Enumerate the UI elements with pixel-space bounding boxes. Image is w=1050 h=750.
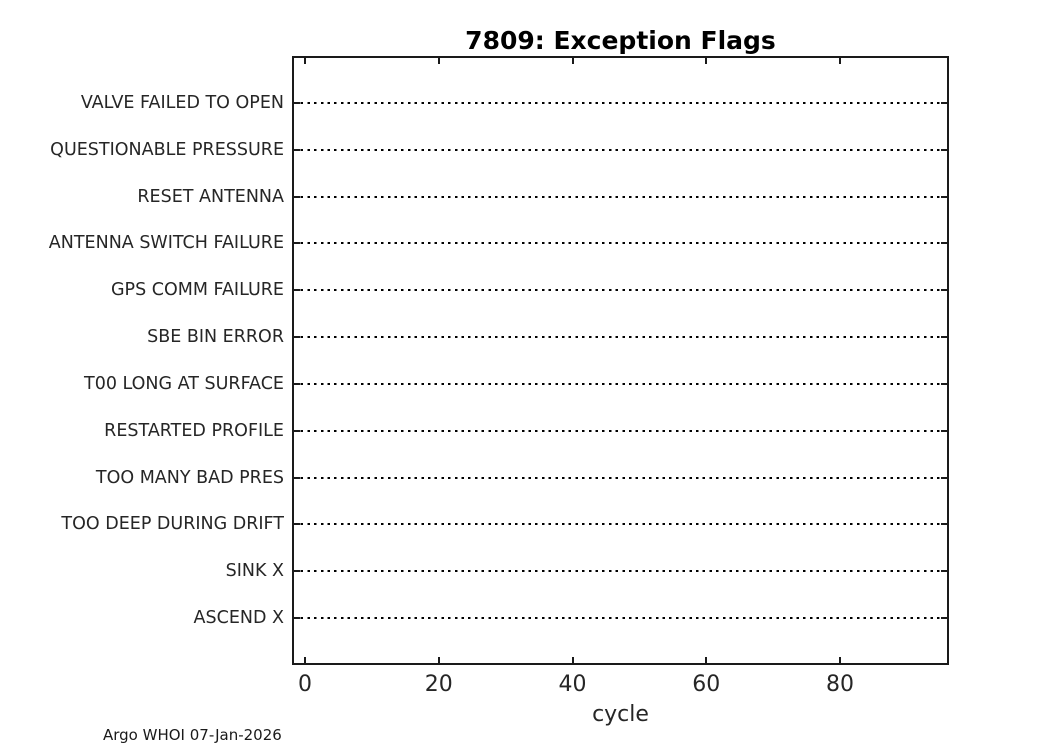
- y-tick-mark-left: [294, 101, 300, 104]
- y-tick-label: TOO MANY BAD PRES: [95, 467, 284, 488]
- y-tick-mark-right: [941, 617, 947, 620]
- x-tick-label: 20: [424, 672, 453, 697]
- y-tick-label: VALVE FAILED TO OPEN: [80, 92, 284, 113]
- y-tick-mark-right: [941, 429, 947, 432]
- x-tick-mark-bottom: [304, 657, 306, 663]
- y-tick-mark-right: [941, 382, 947, 385]
- dotted-gridline: [294, 570, 947, 573]
- y-tick-label: QUESTIONABLE PRESSURE: [50, 139, 284, 160]
- y-tick-label: ANTENNA SWITCH FAILURE: [48, 233, 284, 254]
- y-tick-mark-left: [294, 195, 300, 198]
- dotted-gridline: [294, 523, 947, 526]
- dotted-gridline: [294, 476, 947, 479]
- chart-title: 7809: Exception Flags: [465, 26, 776, 55]
- y-tick-label: RESET ANTENNA: [137, 186, 284, 207]
- y-tick-mark-left: [294, 242, 300, 245]
- y-tick-mark-right: [941, 570, 947, 573]
- y-tick-mark-right: [941, 101, 947, 104]
- dotted-gridline: [294, 289, 947, 292]
- y-tick-mark-left: [294, 429, 300, 432]
- y-tick-mark-left: [294, 476, 300, 479]
- y-tick-mark-right: [941, 336, 947, 339]
- y-tick-label: SBE BIN ERROR: [147, 327, 284, 348]
- x-tick-label: 40: [558, 672, 587, 697]
- dotted-gridline: [294, 101, 947, 104]
- footer-annotation: Argo WHOI 07-Jan-2026: [103, 726, 282, 744]
- x-tick-mark-bottom: [437, 657, 440, 663]
- x-axis-label: cycle: [592, 702, 649, 727]
- y-tick-mark-right: [941, 289, 947, 292]
- y-tick-mark-right: [941, 195, 947, 198]
- dotted-gridline: [294, 336, 947, 339]
- x-tick-label: 60: [692, 672, 721, 697]
- dotted-gridline: [294, 242, 947, 245]
- x-tick-label: 0: [298, 672, 312, 697]
- y-tick-mark-right: [941, 242, 947, 245]
- y-tick-mark-left: [294, 570, 300, 573]
- y-tick-mark-left: [294, 523, 300, 526]
- x-tick-label: 80: [826, 672, 854, 697]
- y-tick-mark-left: [294, 382, 300, 385]
- y-tick-mark-right: [941, 148, 947, 151]
- y-tick-mark-left: [294, 617, 300, 620]
- dotted-gridline: [294, 429, 947, 432]
- x-tick-mark-bottom: [839, 657, 841, 663]
- x-tick-mark-top: [571, 58, 574, 64]
- y-tick-label: ASCEND X: [193, 608, 284, 629]
- x-tick-mark-top: [304, 58, 306, 64]
- dotted-gridline: [294, 148, 947, 151]
- plot-area: [292, 56, 949, 665]
- y-tick-mark-left: [294, 289, 300, 292]
- y-tick-label: RESTARTED PROFILE: [104, 420, 284, 441]
- x-tick-mark-bottom: [571, 657, 574, 663]
- y-tick-label: T00 LONG AT SURFACE: [84, 373, 284, 394]
- y-tick-label: TOO DEEP DURING DRIFT: [61, 514, 284, 535]
- dotted-gridline: [294, 195, 947, 198]
- y-tick-label: GPS COMM FAILURE: [110, 280, 284, 301]
- y-tick-mark-left: [294, 336, 300, 339]
- y-tick-mark-right: [941, 523, 947, 526]
- y-tick-mark-right: [941, 476, 947, 479]
- y-tick-label: SINK X: [225, 561, 284, 582]
- dotted-gridline: [294, 617, 947, 620]
- x-tick-mark-top: [839, 58, 841, 64]
- x-tick-mark-bottom: [705, 657, 708, 663]
- x-tick-mark-top: [437, 58, 440, 64]
- y-tick-mark-left: [294, 148, 300, 151]
- x-tick-mark-top: [705, 58, 708, 64]
- dotted-gridline: [294, 382, 947, 385]
